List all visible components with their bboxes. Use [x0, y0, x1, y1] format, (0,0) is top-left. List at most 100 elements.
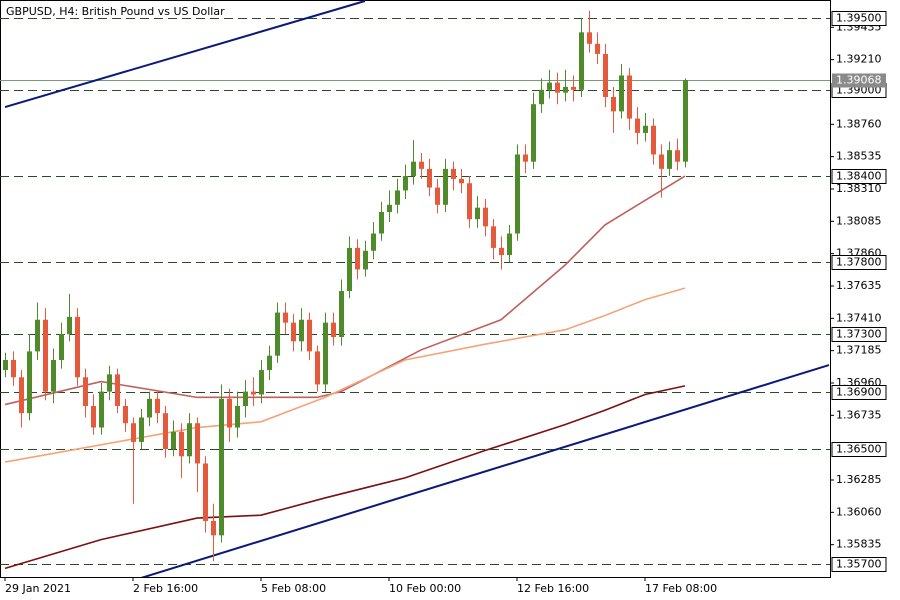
level-label: 1.39500: [836, 12, 882, 25]
y-tick-label: 1.36735: [836, 408, 882, 421]
candle-body: [3, 359, 8, 371]
y-tick-label: 1.38085: [836, 214, 882, 227]
candle-body: [427, 168, 432, 188]
overlay-line: [4, 0, 366, 109]
level-box: [831, 255, 887, 270]
candle-body: [131, 423, 136, 442]
candle-body: [579, 32, 584, 90]
candle-body: [371, 233, 376, 251]
candle-body: [171, 431, 176, 450]
candle-body: [35, 319, 40, 352]
overlay-line: [4, 175, 686, 406]
candle-body: [411, 161, 416, 177]
level-box: [831, 11, 887, 26]
candle-body: [363, 250, 368, 270]
candle-body: [11, 359, 16, 378]
candle-body: [107, 374, 112, 392]
candle-body: [139, 417, 144, 442]
x-tick-label: 29 Jan 2021: [5, 582, 71, 595]
level-label: 1.35700: [836, 558, 882, 571]
x-tick-label: 5 Feb 08:00: [261, 582, 326, 595]
candle-body: [267, 355, 272, 371]
candle-body: [619, 75, 624, 112]
y-tick-label: 1.36060: [836, 505, 882, 518]
y-tick-label: 1.37410: [836, 311, 882, 324]
candle-body: [587, 32, 592, 44]
candle-body: [507, 233, 512, 256]
x-tick-label: 17 Feb 08:00: [645, 582, 717, 595]
candle-body: [339, 291, 344, 338]
level-box: [831, 169, 887, 184]
chart-title: GBPUSD, H4: British Pound vs US Dollar: [6, 5, 225, 18]
overlay-line: [140, 364, 830, 577]
candle-body: [219, 398, 224, 536]
level-label: 1.37300: [836, 328, 882, 341]
candle-body: [435, 187, 440, 205]
candle-body: [187, 423, 192, 457]
candle-body: [315, 351, 320, 385]
candle-body: [259, 370, 264, 395]
candle-body: [459, 178, 464, 184]
y-tick-label: 1.39210: [836, 53, 882, 66]
candle-body: [483, 207, 488, 227]
overlay-line: [4, 385, 686, 570]
candle-body: [395, 190, 400, 205]
y-tick-label: 1.38760: [836, 117, 882, 130]
candle-body: [51, 359, 56, 392]
candle-body: [499, 247, 504, 256]
candle-body: [659, 154, 664, 169]
x-tick-label: 10 Feb 00:00: [389, 582, 461, 595]
candle-body: [531, 104, 536, 162]
candle-body: [651, 125, 656, 155]
candle-body: [179, 431, 184, 457]
candle-body: [307, 319, 312, 352]
candle-body: [19, 377, 24, 414]
level-label: 1.36500: [836, 443, 882, 456]
candle-body: [59, 334, 64, 360]
candle-body: [379, 211, 384, 234]
candle-body: [467, 183, 472, 220]
candle-body: [115, 374, 120, 406]
candle-body: [675, 150, 680, 162]
candle-body: [611, 97, 616, 112]
plot-frame: [0, 0, 831, 578]
candle-body: [43, 319, 48, 392]
candle-body: [491, 226, 496, 248]
candle-body: [27, 351, 32, 414]
candle-body: [211, 520, 216, 536]
candle-body: [635, 118, 640, 133]
candle-body: [235, 405, 240, 428]
candle-body: [451, 168, 456, 179]
candle-body: [83, 377, 88, 406]
candle-body: [91, 405, 96, 428]
candle-body: [643, 125, 648, 133]
price-label: 1.39068: [836, 74, 882, 87]
candle-body: [667, 150, 672, 169]
candle-body: [243, 391, 248, 406]
candle-body: [547, 82, 552, 90]
level-label: 1.38400: [836, 170, 882, 183]
candle-body: [163, 413, 168, 450]
y-tick-label: 1.35835: [836, 538, 882, 551]
candle-body: [443, 168, 448, 205]
candle-body: [523, 154, 528, 162]
candle-body: [555, 82, 560, 93]
y-tick-label: 1.38535: [836, 150, 882, 163]
candle-body: [355, 247, 360, 270]
candle-body: [195, 423, 200, 464]
candle-body: [203, 463, 208, 521]
price-box: [832, 73, 886, 88]
candle-body: [67, 316, 72, 335]
candle-body: [539, 89, 544, 105]
level-label: 1.36900: [836, 386, 882, 399]
y-tick-label: 1.37635: [836, 279, 882, 292]
candle-body: [475, 207, 480, 220]
candle-body: [251, 391, 256, 395]
candle-body: [683, 80, 688, 162]
level-box: [831, 385, 887, 400]
candle-body: [603, 53, 608, 98]
candle-body: [563, 86, 568, 93]
level-box: [831, 442, 887, 457]
candle-body: [347, 247, 352, 292]
